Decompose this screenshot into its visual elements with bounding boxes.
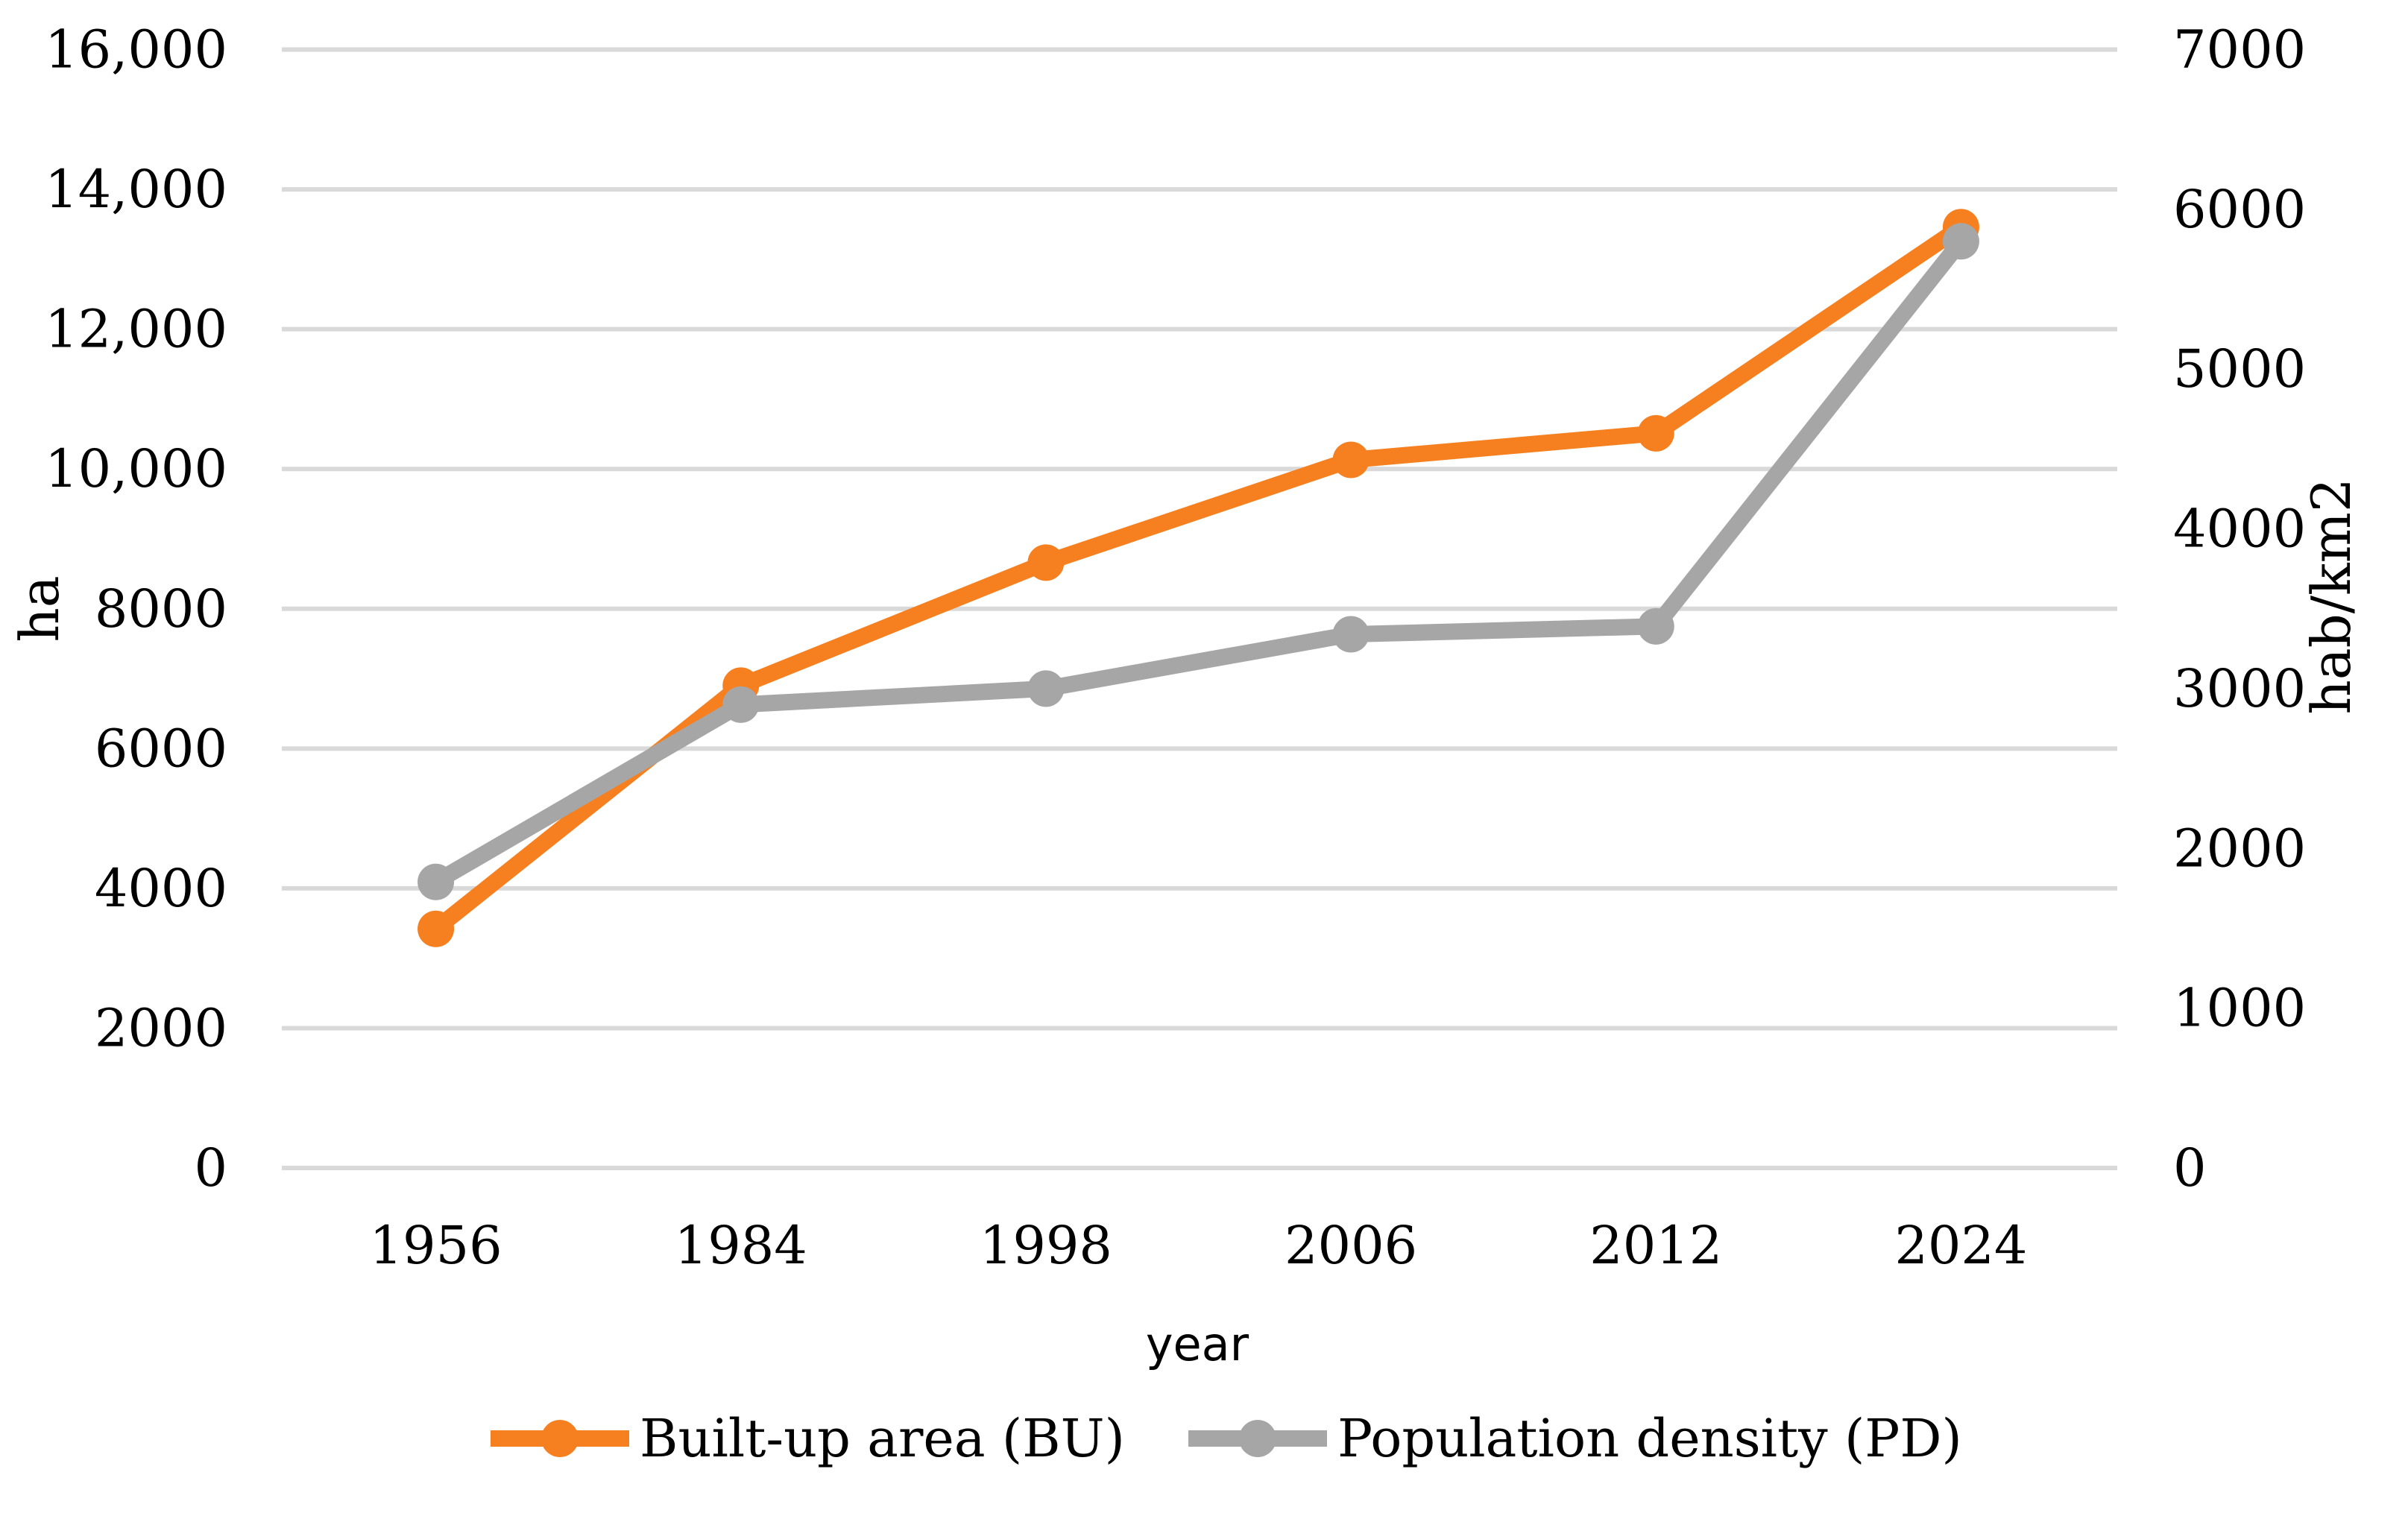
- left-axis-tick-labels: 16,000 14,000 12,000 10,000 8000 6000 4000 2000…: [45, 19, 227, 1199]
- data-point-bu-2012: [1637, 414, 1674, 452]
- left-axis-tick-label: 12,000: [45, 299, 227, 360]
- series-line-pd: [427, 233, 1970, 891]
- right-axis-tick-label: 4000: [2173, 499, 2306, 560]
- data-point-bu-2006: [1332, 441, 1370, 479]
- left-axis-tick-label: 0: [194, 1137, 227, 1199]
- left-axis-tick-label: 10,000: [45, 438, 227, 499]
- right-axis-tick-label: 6000: [2173, 179, 2306, 240]
- data-point-pd-2024: [1942, 223, 1979, 260]
- gridlines-layer: [282, 47, 2117, 1170]
- data-point-pd-1998: [1027, 670, 1065, 707]
- left-axis-tick-label: 2000: [95, 997, 227, 1058]
- legend-dot-pd-icon: [1239, 1420, 1276, 1457]
- legend-label-built-up-area: Built-up area (BU): [640, 1408, 1125, 1469]
- legend: Built-up area (BU) Population density (P…: [491, 1408, 1962, 1469]
- series-line-bu: [427, 218, 1970, 938]
- left-axis-tick-label: 16,000: [45, 19, 227, 80]
- right-axis-title: hab/km2: [2300, 478, 2363, 714]
- right-axis-tick-labels: 7000 6000 5000 4000 3000 2000 1000 0: [2173, 19, 2306, 1199]
- legend-label-population-density: Population density (PD): [1337, 1408, 1962, 1469]
- x-axis-tick-label: 2024: [1894, 1215, 2027, 1276]
- data-point-pd-2006: [1332, 616, 1370, 653]
- right-axis-tick-label: 7000: [2173, 19, 2306, 80]
- legend-dot-bu-icon: [541, 1420, 579, 1457]
- x-axis-tick-label: 1956: [370, 1215, 502, 1276]
- right-axis-tick-label: 1000: [2173, 978, 2306, 1039]
- data-point-bu-1956: [417, 910, 455, 947]
- legend-item-built-up-area: Built-up area (BU): [491, 1408, 1125, 1469]
- x-axis-tick-label: 2012: [1589, 1215, 1722, 1276]
- left-axis-tick-label: 8000: [95, 578, 227, 640]
- data-point-bu-1998: [1027, 544, 1065, 581]
- right-axis-tick-label: 3000: [2173, 658, 2306, 719]
- data-point-pd-1984: [722, 686, 760, 723]
- data-point-pd-1956: [417, 863, 455, 900]
- right-axis-tick-label: 0: [2173, 1137, 2207, 1199]
- series-layer: [417, 209, 1979, 947]
- x-axis-tick-label: 2006: [1285, 1215, 1417, 1276]
- left-axis-tick-label: 4000: [95, 858, 227, 919]
- left-axis-title: ha: [8, 575, 71, 642]
- left-axis-tick-label: 14,000: [45, 159, 227, 220]
- left-axis-tick-label: 6000: [95, 718, 227, 779]
- right-axis-tick-label: 5000: [2173, 338, 2306, 400]
- x-axis-title: year: [1146, 1317, 1249, 1371]
- x-axis-tick-label: 1984: [675, 1215, 807, 1276]
- x-axis-tick-label: 1998: [980, 1215, 1112, 1276]
- right-axis-tick-label: 2000: [2173, 818, 2306, 879]
- legend-item-population-density: Population density (PD): [1188, 1408, 1962, 1469]
- x-axis-tick-labels: 1956 1984 1998 2006 2012 2024: [370, 1215, 2028, 1276]
- data-point-pd-2012: [1637, 607, 1674, 645]
